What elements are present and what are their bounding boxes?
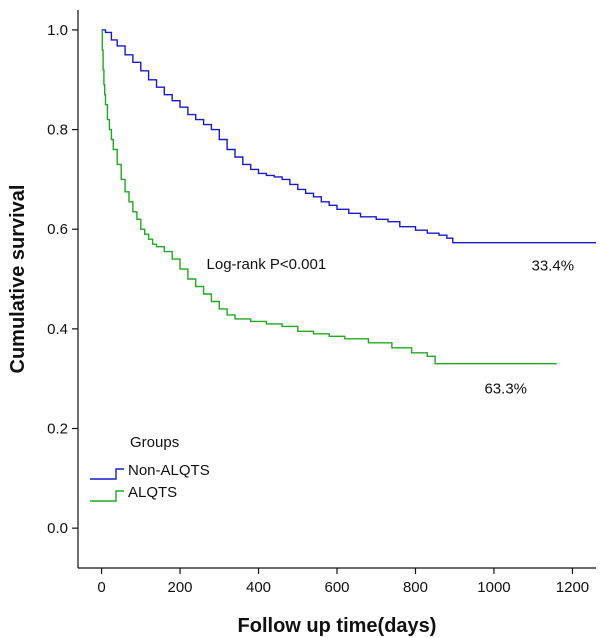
y-tick-label: 0.4 [47, 321, 68, 338]
legend-label: ALQTS [128, 484, 177, 501]
series-line-non-alqts [101, 29, 596, 244]
x-tick-label: 1000 [477, 579, 510, 596]
series-line-alqts [101, 29, 557, 365]
legend-swatch [90, 468, 124, 480]
x-tick-label: 1200 [556, 579, 589, 596]
series-end-label: 33.4% [532, 258, 575, 275]
series-end-label: 63.3% [484, 381, 527, 398]
x-tick-label: 200 [168, 579, 193, 596]
x-tick-label: 800 [403, 579, 428, 596]
log-rank-annotation: Log-rank P<0.001 [207, 256, 327, 273]
x-tick-label: 400 [246, 579, 271, 596]
y-axis-title: Cumulative survival [7, 185, 29, 374]
chart-labels: Follow up time(days) Cumulative survival 3… [7, 185, 574, 637]
y-tick-label: 1.0 [47, 22, 68, 39]
y-tick-label: 0.8 [47, 122, 68, 139]
legend-label: Non-ALQTS [128, 462, 210, 479]
y-tick-label: 0.6 [47, 221, 68, 238]
x-tick-label: 0 [97, 579, 105, 596]
series-lines [101, 29, 596, 365]
y-tick-label: 0.0 [47, 520, 68, 537]
axes: 0.0 0.2 0.4 0.6 0.8 1.0 0 200 400 600 800 1000 1200 [47, 10, 596, 596]
y-tick-label: 0.2 [47, 421, 68, 438]
x-tick-label: 600 [324, 579, 349, 596]
x-axis-title: Follow up time(days) [238, 615, 437, 637]
legend-title: Groups [130, 434, 179, 451]
legend: Groups Non-ALQTS ALQTS [90, 434, 210, 502]
legend-swatch [90, 490, 124, 502]
